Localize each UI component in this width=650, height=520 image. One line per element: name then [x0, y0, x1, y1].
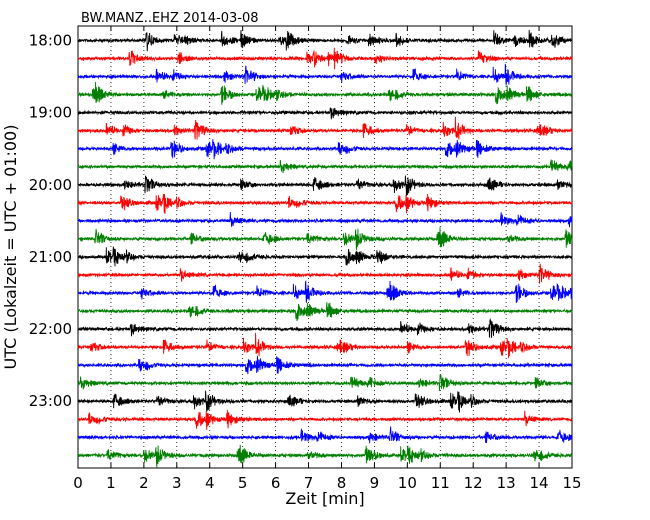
x-tick-label: 11 — [431, 474, 450, 492]
trace-line — [77, 409, 573, 430]
chart-title: BW.MANZ..EHZ 2014-03-08 — [81, 11, 259, 26]
x-tick-label: 0 — [73, 474, 83, 492]
trace-line — [77, 444, 573, 468]
y-axis-ticks: 18:00 19:00 20:00 21:00 22:00 23:00 — [29, 31, 572, 410]
trace-line — [77, 159, 573, 173]
x-tick-label: 9 — [370, 474, 380, 492]
x-tick-label: 8 — [337, 474, 347, 492]
x-tick-label: 13 — [497, 474, 516, 492]
trace-line — [77, 227, 573, 251]
trace-line — [77, 263, 573, 284]
trace-line — [77, 390, 573, 413]
y-axis-label: UTC (Lokalzeit = UTC + 01:00) — [1, 125, 20, 370]
x-tick-label: 3 — [172, 474, 182, 492]
trace-line — [77, 302, 573, 322]
y-tick-label: 22:00 — [29, 320, 72, 338]
x-tick-label: 5 — [238, 474, 248, 492]
y-tick-label: 21:00 — [29, 248, 72, 266]
trace-line — [77, 426, 573, 444]
trace-line — [77, 193, 573, 214]
trace-line — [77, 175, 573, 197]
trace-line — [77, 107, 573, 120]
y-tick-label: 20:00 — [29, 176, 72, 194]
trace-line — [77, 63, 573, 86]
trace-line — [77, 355, 573, 375]
x-tick-label: 12 — [464, 474, 483, 492]
x-tick-label: 2 — [139, 474, 149, 492]
trace-line — [77, 29, 573, 52]
x-tick-label: 10 — [398, 474, 417, 492]
trace-line — [77, 374, 573, 392]
x-axis-label: Zeit [min] — [285, 489, 364, 508]
x-tick-label: 15 — [562, 474, 581, 492]
x-tick-label: 7 — [304, 474, 314, 492]
trace-line — [77, 332, 573, 359]
seismogram-traces — [77, 29, 573, 468]
x-tick-label: 4 — [205, 474, 215, 492]
trace-line — [77, 47, 573, 70]
plot-frame — [77, 25, 573, 469]
trace-line — [77, 246, 573, 267]
x-axis-ticks: 0 1 2 3 4 5 6 7 8 9 10 11 12 13 14 15 — [73, 26, 582, 492]
y-tick-label: 23:00 — [29, 392, 72, 410]
x-tick-label: 1 — [106, 474, 116, 492]
y-tick-label: 19:00 — [29, 104, 72, 122]
x-tick-label: 14 — [530, 474, 549, 492]
trace-line — [77, 280, 573, 304]
trace-line — [77, 81, 573, 105]
y-tick-label: 18:00 — [29, 31, 72, 49]
trace-line — [77, 139, 573, 160]
trace-line — [77, 116, 573, 140]
trace-line — [77, 211, 573, 228]
trace-line — [77, 317, 573, 339]
x-tick-label: 6 — [271, 474, 281, 492]
